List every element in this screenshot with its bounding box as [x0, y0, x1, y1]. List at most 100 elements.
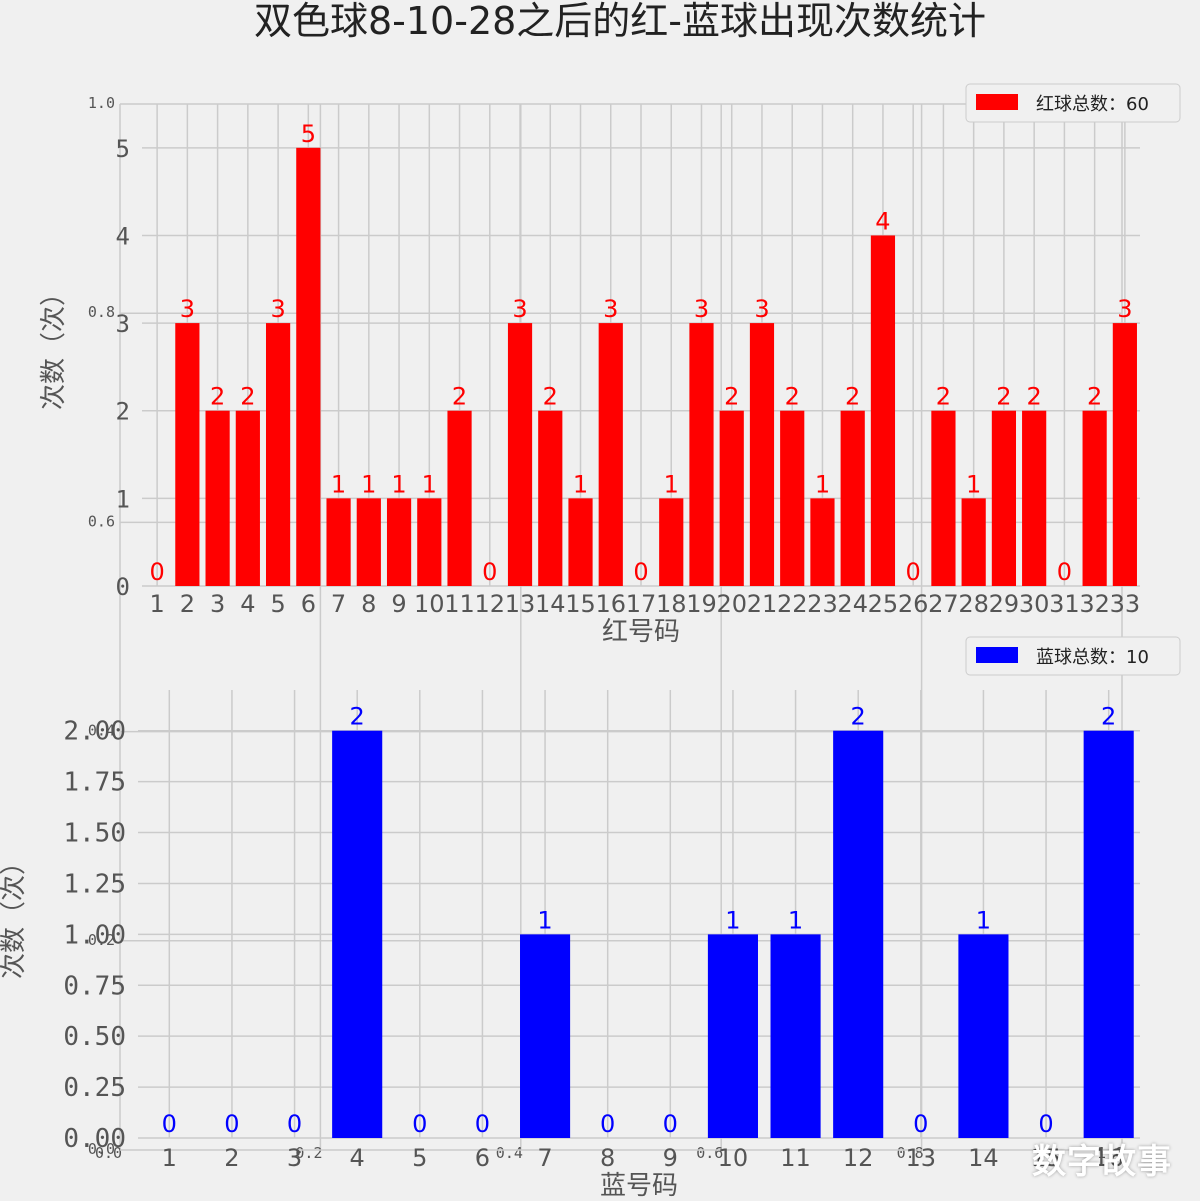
bar	[520, 934, 571, 1138]
bar	[538, 410, 563, 586]
legend-swatch	[976, 647, 1018, 663]
y-tick-label: 1.75	[63, 768, 126, 798]
bar-value-label: 2	[543, 383, 558, 411]
bar-value-label: 2	[845, 383, 860, 411]
bar-value-label: 3	[754, 295, 769, 323]
y-tick-label: 0.00	[63, 1124, 126, 1154]
bar-value-label: 2	[785, 383, 800, 411]
x-tick-label: 9	[663, 1144, 678, 1172]
legend-box	[965, 636, 1181, 676]
x-tick-label: 28	[958, 590, 989, 618]
bar	[833, 730, 884, 1138]
x-tick-label: 27	[928, 590, 959, 618]
bar	[749, 323, 775, 586]
bar-value-label: 1	[966, 470, 981, 498]
x-tick-label: 13	[505, 590, 536, 618]
bar-value-label: 3	[1117, 295, 1132, 323]
x-tick-label: 9	[391, 590, 406, 618]
bar-value-label: 2	[851, 703, 866, 731]
bar-value-label: 4	[875, 207, 890, 235]
bar	[175, 323, 200, 586]
x-tick-label: 17	[626, 590, 657, 618]
background-y-tick-label: 0.2	[88, 931, 115, 949]
bar-value-label: 1	[573, 470, 588, 498]
bar-value-label: 2	[1027, 383, 1042, 411]
legend-box	[965, 83, 1181, 123]
y-tick-label: 2.00	[63, 717, 126, 747]
x-tick-label: 33	[1110, 590, 1141, 618]
x-tick-label: 13	[906, 1144, 937, 1172]
x-tick-label: 30	[1019, 590, 1050, 618]
background-y-tick-label: 1.0	[88, 94, 115, 112]
x-tick-label: 18	[656, 590, 687, 618]
blue-ball-chart: 0.000.250.500.751.001.251.501.752.000102…	[0, 636, 1181, 1201]
bar-value-label: 0	[913, 1110, 928, 1138]
bar	[1022, 410, 1047, 586]
x-tick-label: 12	[475, 590, 506, 618]
bar	[770, 934, 821, 1138]
bar	[235, 410, 260, 586]
y-tick-label: 4	[116, 222, 130, 250]
bar-value-label: 2	[724, 383, 739, 411]
x-tick-label: 23	[807, 590, 838, 618]
background-y-tick-label: 0.0	[88, 1140, 115, 1158]
figure-title: 双色球8-10-28之后的红-蓝球出现次数统计	[254, 0, 986, 43]
bar	[689, 323, 714, 586]
x-tick-label: 22	[777, 590, 808, 618]
x-tick-label: 2	[180, 590, 195, 618]
bar	[961, 498, 986, 586]
y-tick-label: 0.75	[63, 971, 126, 1001]
x-tick-label: 11	[780, 1144, 811, 1172]
bar-value-label: 1	[815, 470, 830, 498]
bar-value-label: 2	[1087, 383, 1102, 411]
bar-value-label: 0	[633, 558, 648, 586]
bar-value-label: 0	[1057, 558, 1072, 586]
bar-value-label: 2	[452, 383, 467, 411]
x-tick-label: 1	[149, 590, 164, 618]
legend: 蓝球总数：10	[965, 636, 1181, 676]
bar	[659, 498, 684, 586]
bar-value-label: 0	[906, 558, 921, 586]
x-tick-label: 20	[716, 590, 747, 618]
x-tick-label: 15	[1031, 1144, 1062, 1172]
bar-value-label: 2	[996, 383, 1011, 411]
background-x-tick-label: 0.4	[496, 1144, 523, 1162]
bar	[356, 498, 381, 586]
x-tick-label: 10	[718, 1144, 749, 1172]
x-tick-label: 6	[475, 1144, 490, 1172]
x-tick-label: 32	[1079, 590, 1110, 618]
y-tick-label: 0.25	[63, 1073, 126, 1103]
bar-value-label: 1	[422, 470, 437, 498]
bar-value-label: 0	[412, 1110, 427, 1138]
bar-value-label: 0	[600, 1110, 615, 1138]
legend-label: 红球总数：60	[1036, 94, 1149, 115]
bar-value-label: 2	[240, 383, 255, 411]
bar-value-label: 0	[149, 558, 164, 586]
x-tick-label: 12	[843, 1144, 874, 1172]
bar-value-label: 1	[788, 906, 803, 934]
bar	[810, 498, 835, 586]
bar-value-label: 0	[1038, 1110, 1053, 1138]
x-tick-label: 14	[535, 590, 566, 618]
x-tick-label: 26	[898, 590, 929, 618]
bar	[707, 934, 758, 1138]
bar-value-label: 3	[603, 295, 618, 323]
bar	[598, 323, 623, 586]
bar	[326, 498, 351, 586]
bar-value-label: 2	[1101, 703, 1116, 731]
bar	[719, 410, 744, 586]
background-y-tick-label: 0.8	[88, 303, 115, 321]
x-tick-label: 21	[747, 590, 778, 618]
x-tick-label: 31	[1049, 590, 1080, 618]
bar-value-label: 2	[350, 703, 365, 731]
y-tick-label: 1	[116, 485, 130, 513]
bar	[568, 498, 593, 586]
background-x-tick-label: 0.6	[696, 1144, 723, 1162]
x-tick-label: 4	[350, 1144, 365, 1172]
x-tick-label: 2	[224, 1144, 239, 1172]
x-tick-label: 3	[287, 1144, 302, 1172]
x-tick-label: 29	[989, 590, 1020, 618]
bar	[1112, 323, 1137, 586]
x-axis-label: 红号码	[602, 617, 680, 647]
